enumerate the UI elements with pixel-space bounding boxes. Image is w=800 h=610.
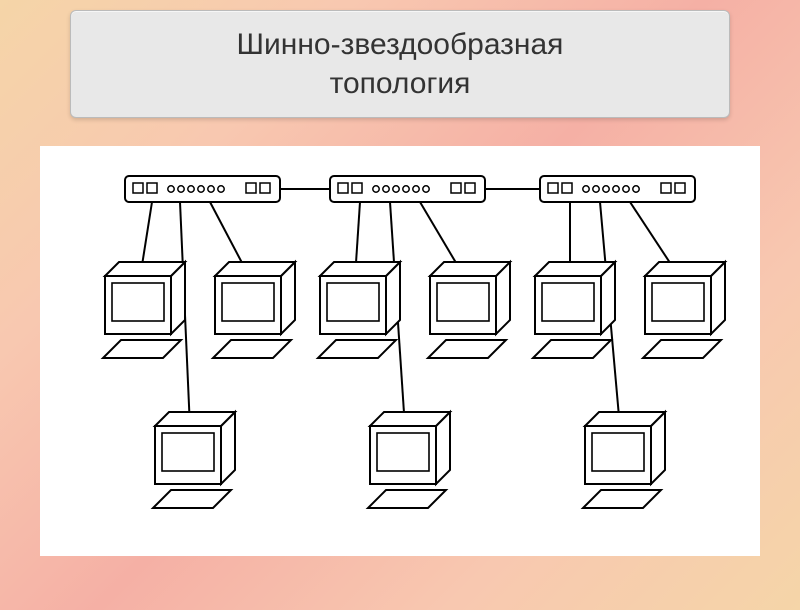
title-line2: топология xyxy=(91,64,709,103)
title-box: Шинно-звездообразная топология xyxy=(70,10,730,118)
computer xyxy=(533,262,615,358)
computer xyxy=(428,262,510,358)
computer xyxy=(103,262,185,358)
computer xyxy=(583,412,665,508)
hub xyxy=(125,176,280,202)
network-diagram xyxy=(40,146,760,556)
title-line1: Шинно-звездообразная xyxy=(91,25,709,64)
computer xyxy=(643,262,725,358)
hub xyxy=(540,176,695,202)
hub xyxy=(330,176,485,202)
diagram-area xyxy=(40,146,760,556)
computer xyxy=(368,412,450,508)
computer xyxy=(213,262,295,358)
computer xyxy=(153,412,235,508)
computer xyxy=(318,262,400,358)
